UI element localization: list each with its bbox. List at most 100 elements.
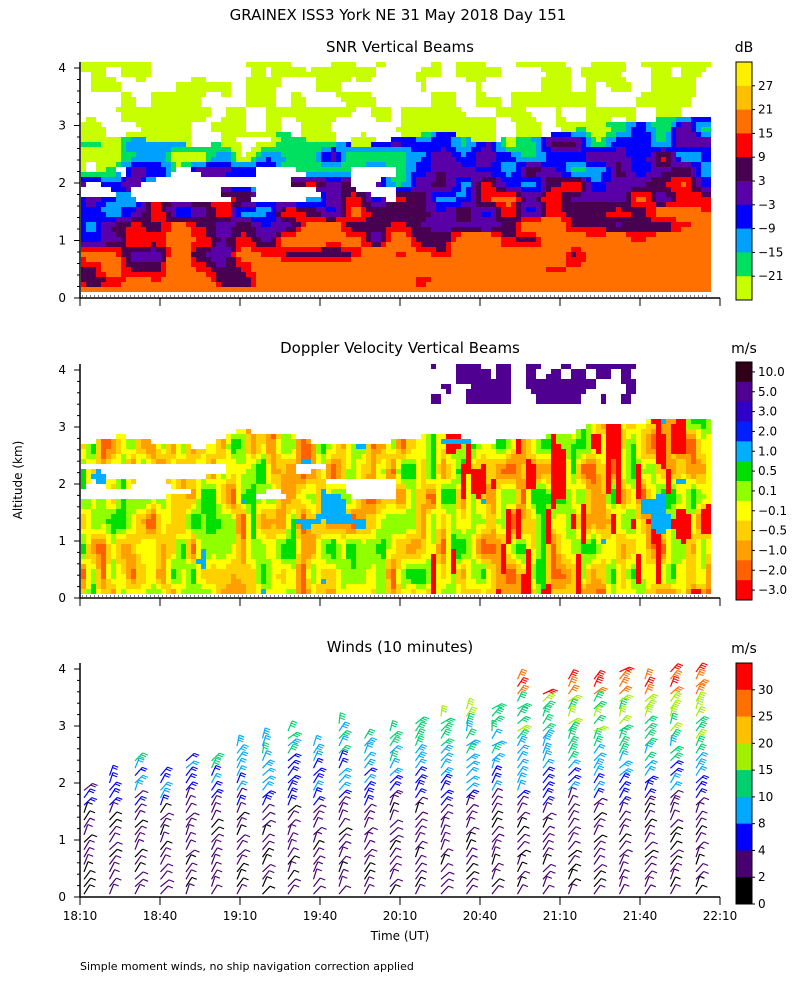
snr-cell [411, 152, 416, 157]
snr-cell [566, 277, 571, 282]
snr-cell [546, 232, 551, 237]
snr-cell [96, 212, 101, 217]
snr-cell [441, 132, 446, 137]
snr-cell [481, 137, 486, 142]
snr-cell [596, 247, 601, 252]
snr-cell [616, 227, 621, 232]
snr-cell [591, 267, 596, 272]
snr-cell [306, 207, 311, 212]
snr-cell [301, 287, 306, 292]
snr-cell [581, 102, 586, 107]
snr-cell [696, 122, 701, 127]
snr-cell [351, 232, 356, 237]
snr-cell [381, 252, 386, 257]
snr-cell [316, 72, 321, 77]
snr-cell [586, 222, 591, 227]
snr-cell [276, 217, 281, 222]
snr-cell [251, 157, 256, 162]
snr-cell [541, 192, 546, 197]
snr-cell [561, 62, 566, 67]
y-tick-label: 4 [58, 61, 66, 75]
snr-cell [396, 282, 401, 287]
snr-cell [661, 82, 666, 87]
snr-cell [156, 147, 161, 152]
snr-cell [486, 272, 491, 277]
snr-cell [161, 92, 166, 97]
snr-cell [231, 252, 236, 257]
snr-cell [451, 277, 456, 282]
snr-cell [666, 177, 671, 182]
snr-cell [161, 102, 166, 107]
snr-cell [396, 227, 401, 232]
snr-cell [591, 147, 596, 152]
snr-cell [156, 157, 161, 162]
snr-cell [316, 77, 321, 82]
snr-cell [676, 137, 681, 142]
snr-cell [686, 267, 691, 272]
snr-cell [646, 277, 651, 282]
snr-cell [401, 247, 406, 252]
colorbar-label: −3 [758, 198, 776, 212]
snr-cell [121, 102, 126, 107]
snr-cell [196, 92, 201, 97]
snr-cell [691, 157, 696, 162]
snr-cell [521, 212, 526, 217]
snr-cell [406, 237, 411, 242]
snr-cell [131, 212, 136, 217]
snr-cell [496, 217, 501, 222]
snr-cell [241, 217, 246, 222]
snr-cell [196, 97, 201, 102]
doppler-cell [86, 514, 91, 519]
snr-cell [536, 127, 541, 132]
snr-cell [376, 202, 381, 207]
snr-cell [301, 117, 306, 122]
snr-cell [121, 222, 126, 227]
snr-cell [296, 227, 301, 232]
snr-cell [316, 272, 321, 277]
snr-cell [476, 257, 481, 262]
snr-cell [416, 177, 421, 182]
snr-cell [531, 232, 536, 237]
snr-cell [116, 237, 121, 242]
snr-cell [336, 152, 341, 157]
snr-cell [531, 142, 536, 147]
snr-cell [461, 242, 466, 247]
snr-cell [431, 122, 436, 127]
snr-cell [336, 177, 341, 182]
snr-cell [251, 192, 256, 197]
snr-cell [176, 92, 181, 97]
snr-cell [181, 252, 186, 257]
snr-cell [141, 202, 146, 207]
snr-cell [541, 207, 546, 212]
snr-cell [681, 87, 686, 92]
snr-cell [591, 172, 596, 177]
snr-cell [286, 217, 291, 222]
snr-cell [256, 237, 261, 242]
snr-cell [266, 112, 271, 117]
snr-cell [151, 107, 156, 112]
snr-cell [571, 122, 576, 127]
snr-cell [251, 152, 256, 157]
snr-cell [666, 142, 671, 147]
snr-cell [471, 122, 476, 127]
snr-cell [131, 177, 136, 182]
snr-cell [271, 202, 276, 207]
snr-cell [666, 117, 671, 122]
snr-cell [636, 102, 641, 107]
snr-cell [296, 222, 301, 227]
snr-cell [341, 112, 346, 117]
snr-cell [386, 252, 391, 257]
snr-cell [591, 197, 596, 202]
snr-cell [356, 222, 361, 227]
snr-cell [446, 167, 451, 172]
snr-cell [101, 247, 106, 252]
snr-cell [676, 107, 681, 112]
snr-cell [496, 262, 501, 267]
snr-cell [211, 267, 216, 272]
snr-cell [571, 192, 576, 197]
snr-cell [306, 282, 311, 287]
snr-cell [121, 202, 126, 207]
snr-cell [581, 172, 586, 177]
snr-cell [351, 277, 356, 282]
snr-cell [606, 252, 611, 257]
